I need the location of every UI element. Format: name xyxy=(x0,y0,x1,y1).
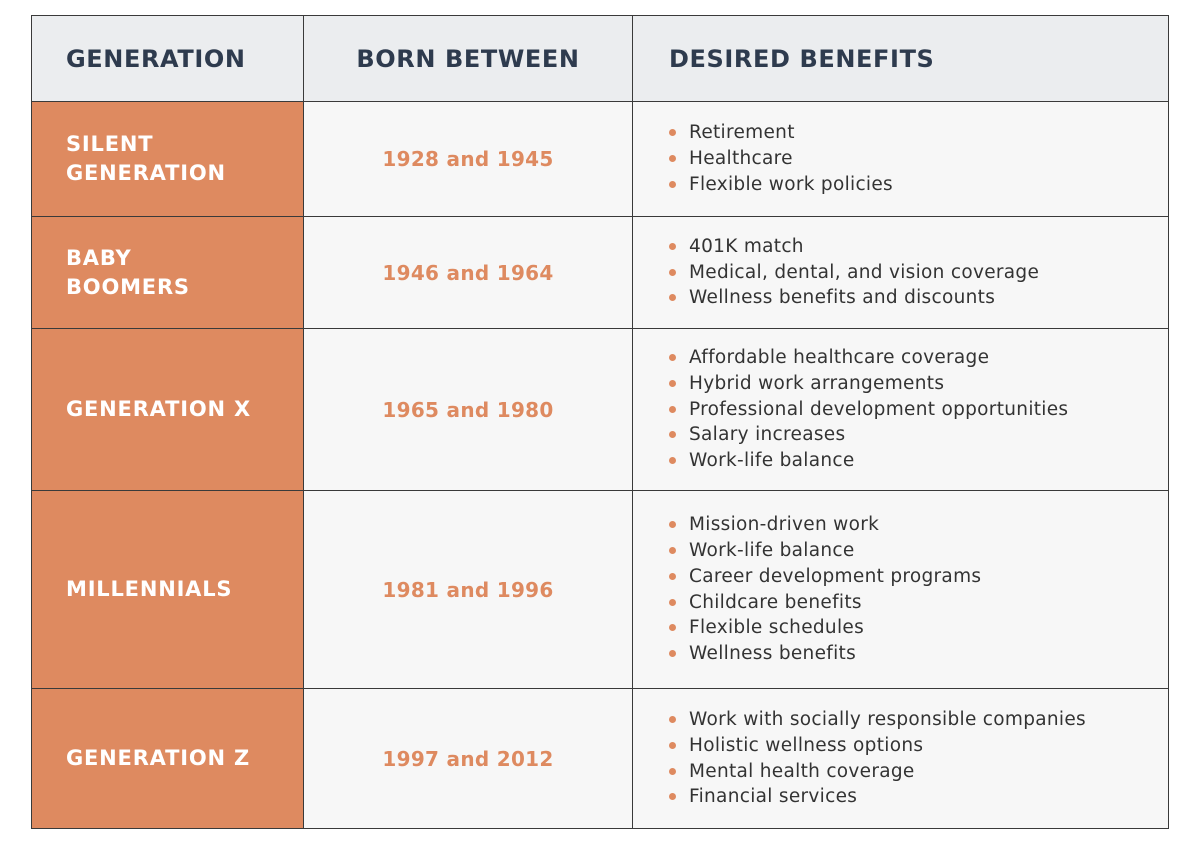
benefits-cell: Work with socially responsible companies… xyxy=(633,689,1168,828)
bullet-dot-icon xyxy=(669,242,676,250)
bullet-dot-icon xyxy=(669,405,676,413)
generation-name-cell: BABY BOOMERS xyxy=(32,217,304,329)
benefits-cell: Mission-driven work Work-life balance Care… xyxy=(633,491,1168,689)
benefit-text: Affordable healthcare coverage xyxy=(689,347,990,369)
bullet-dot-icon xyxy=(669,741,676,749)
benefit-list-item: Medical, dental, and vision coverage xyxy=(669,260,1039,286)
bullet-dot-icon xyxy=(669,129,676,137)
benefit-list-item: Flexible work policies xyxy=(669,172,893,198)
benefit-text: Salary increases xyxy=(689,424,846,446)
benefits-cell: 401K match Medical, dental, and vision co… xyxy=(633,217,1168,329)
benefit-list-item: Mental health coverage xyxy=(669,759,1086,785)
bullet-dot-icon xyxy=(669,716,676,724)
bullet-dot-icon xyxy=(669,431,676,439)
benefit-text: Medical, dental, and vision coverage xyxy=(689,261,1040,283)
benefit-text: Work-life balance xyxy=(689,540,855,562)
benefit-list-item: Work-life balance xyxy=(669,538,981,564)
bullet-dot-icon xyxy=(669,521,676,529)
benefit-text: Flexible work policies xyxy=(689,173,893,195)
generation-name-cell: MILLENNIALS xyxy=(32,491,304,689)
benefits-list: Retirement Healthcare Flexible work polici… xyxy=(669,120,893,197)
benefit-text: Mission-driven work xyxy=(689,514,880,536)
bullet-dot-icon xyxy=(669,457,676,465)
header-born-between: BORN BETWEEN xyxy=(304,16,633,102)
bullet-dot-icon xyxy=(669,547,676,555)
benefit-list-item: Wellness benefits and discounts xyxy=(669,285,1039,311)
generation-name-cell: SILENT GENERATION xyxy=(32,102,304,217)
header-desired-benefits: DESIRED BENEFITS xyxy=(633,16,1168,102)
bullet-dot-icon xyxy=(669,155,676,163)
born-between-cell: 1981 and 1996 xyxy=(304,491,633,689)
bullet-dot-icon xyxy=(669,268,676,276)
benefit-list-item: Mission-driven work xyxy=(669,512,981,538)
benefit-text: Work with socially responsible companies xyxy=(689,709,1086,731)
bullet-dot-icon xyxy=(669,598,676,606)
benefit-list-item: Wellness benefits xyxy=(669,641,981,667)
bullet-dot-icon xyxy=(669,624,676,632)
generation-name-cell: GENERATION Z xyxy=(32,689,304,828)
benefit-text: Work-life balance xyxy=(689,450,855,472)
benefit-list-item: Holistic wellness options xyxy=(669,733,1086,759)
bullet-dot-icon xyxy=(669,649,676,657)
bullet-dot-icon xyxy=(669,354,676,362)
benefit-list-item: Childcare benefits xyxy=(669,590,981,616)
benefit-list-item: 401K match xyxy=(669,234,1039,260)
bullet-dot-icon xyxy=(669,180,676,188)
bullet-dot-icon xyxy=(669,793,676,801)
benefits-list: Mission-driven work Work-life balance Care… xyxy=(669,512,981,666)
born-between-cell: 1997 and 2012 xyxy=(304,689,633,828)
benefit-text: Childcare benefits xyxy=(689,591,862,613)
benefit-list-item: Affordable healthcare coverage xyxy=(669,345,1068,371)
born-between-cell: 1965 and 1980 xyxy=(304,329,633,491)
generations-benefits-table: GENERATION BORN BETWEEN DESIRED BENEFITS… xyxy=(31,15,1169,829)
bullet-dot-icon xyxy=(669,379,676,387)
benefit-list-item: Retirement xyxy=(669,120,893,146)
benefit-list-item: Work-life balance xyxy=(669,448,1068,474)
benefit-text: Holistic wellness options xyxy=(689,734,924,756)
benefit-text: Hybrid work arrangements xyxy=(689,372,945,394)
benefit-text: Wellness benefits and discounts xyxy=(689,287,996,309)
bullet-dot-icon xyxy=(669,767,676,775)
benefits-list: 401K match Medical, dental, and vision co… xyxy=(669,234,1039,311)
born-between-cell: 1946 and 1964 xyxy=(304,217,633,329)
benefits-cell: Retirement Healthcare Flexible work polici… xyxy=(633,102,1168,217)
benefit-list-item: Financial services xyxy=(669,784,1086,810)
benefit-list-item: Flexible schedules xyxy=(669,615,981,641)
born-between-cell: 1928 and 1945 xyxy=(304,102,633,217)
benefit-text: Professional development opportunities xyxy=(689,398,1069,420)
benefits-list: Work with socially responsible companies… xyxy=(669,707,1086,810)
benefit-list-item: Healthcare xyxy=(669,146,893,172)
benefits-list: Affordable healthcare coverage Hybrid wor… xyxy=(669,345,1068,474)
generation-name-cell: GENERATION X xyxy=(32,329,304,491)
bullet-dot-icon xyxy=(669,572,676,580)
benefit-list-item: Career development programs xyxy=(669,564,981,590)
benefit-list-item: Hybrid work arrangements xyxy=(669,371,1068,397)
benefit-text: Mental health coverage xyxy=(689,760,915,782)
benefit-text: Healthcare xyxy=(689,148,793,170)
benefit-text: Financial services xyxy=(689,786,858,808)
benefit-text: Career development programs xyxy=(689,565,982,587)
benefit-text: Retirement xyxy=(689,122,795,144)
benefit-text: Flexible schedules xyxy=(689,617,865,639)
bullet-dot-icon xyxy=(669,294,676,302)
benefit-list-item: Work with socially responsible companies xyxy=(669,707,1086,733)
benefit-list-item: Salary increases xyxy=(669,422,1068,448)
benefits-cell: Affordable healthcare coverage Hybrid wor… xyxy=(633,329,1168,491)
header-generation: GENERATION xyxy=(32,16,304,102)
benefit-text: Wellness benefits xyxy=(689,642,857,664)
benefit-list-item: Professional development opportunities xyxy=(669,397,1068,423)
benefit-text: 401K match xyxy=(689,235,804,257)
